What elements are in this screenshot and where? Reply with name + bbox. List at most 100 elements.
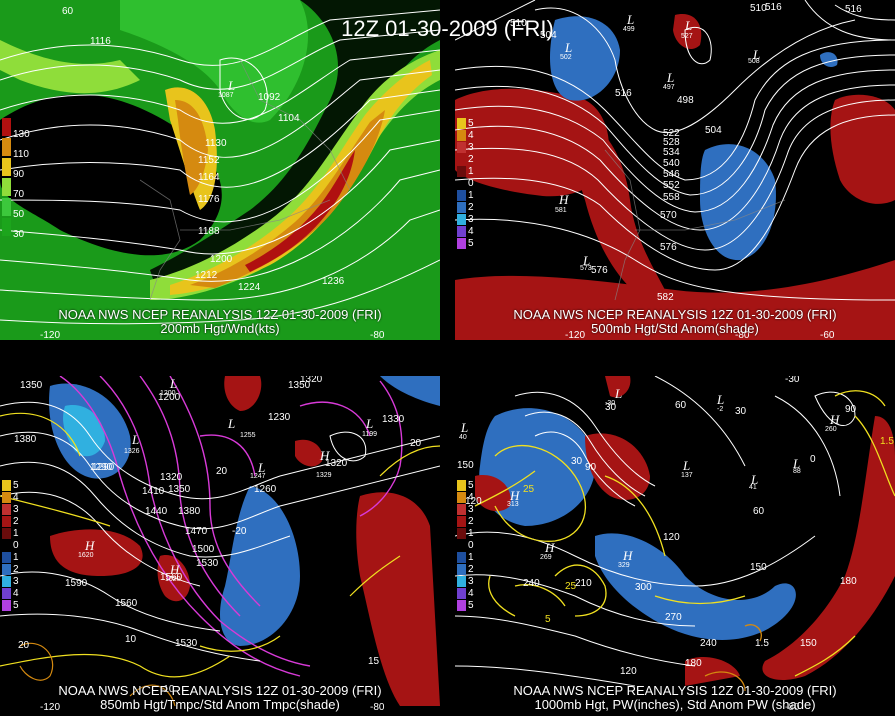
scale-label: 2 [468,202,474,213]
contour-label: 522 [663,128,680,139]
contour-label: 15 [368,656,380,667]
pressure-center: H [830,412,840,427]
axis-label: 120 [620,666,637,677]
contour-label: 504 [540,30,557,41]
axis-label: -120 [40,702,61,713]
pressure-value: 260 [825,426,837,433]
contour-label: 1560 [160,572,183,583]
contour-label: 1164 [198,172,220,183]
scale-label: 130 [13,129,30,140]
pressure-value: 527 [681,33,693,40]
contour-label: 1092 [258,92,281,103]
scale-label: 110 [13,149,29,160]
pressure-value: 313 [507,501,519,508]
scale-label: 4 [468,130,474,141]
axis-label: -80 [370,330,385,340]
scale-label: 30 [13,229,25,240]
axis-label: -120 [40,330,61,340]
scale-label: 2 [468,564,474,575]
contour-label: 90 [585,462,597,473]
pressure-center: H [559,192,569,207]
pressure-center: H [170,562,180,577]
pressure-center: L [793,456,801,471]
pressure-value: 1329 [316,472,332,479]
scale-label: 2 [13,564,19,575]
contour-label: 0 [810,454,816,465]
contour-label: 1330 [382,414,405,425]
contour-label: 516 [845,4,862,15]
contour-label: 510 [510,18,527,29]
contour-label: 25 [523,484,535,495]
contour-label: 576 [660,242,677,253]
contour-label: 150 [800,638,817,649]
pressure-center: L [667,70,675,85]
contour-label: 1410 [142,486,165,497]
contour-label: 1188 [198,226,220,237]
pressure-value: 499 [623,26,635,33]
scale-label: 4 [468,492,474,503]
contour-label: 1350 [20,380,43,391]
contour-label: -10 [160,684,175,695]
scale-label: 5 [468,118,474,129]
pressure-center: L [583,253,591,268]
contour-label: 1236 [322,276,345,287]
pressure-center: L [461,420,469,435]
contour-label: 90 [845,404,857,415]
scale-label: 3 [468,504,474,515]
pressure-center: L [228,416,236,431]
scale-label: 3 [468,142,474,153]
scale-label: 70 [13,189,25,200]
contour-label: 1560 [115,598,138,609]
scale-label: 5 [468,238,474,249]
scale-label: 5 [468,480,474,491]
pressure-center: L [615,386,623,401]
contour-label: 1380 [178,506,201,517]
scale-label: 2 [468,154,474,165]
scale-label: 1 [13,552,19,563]
axis-label: -80 [785,702,800,713]
contour-label: 300 [635,582,652,593]
contour-label: 1320 [160,472,183,483]
pressure-value: 88 [793,468,801,475]
contour-label: 60 [753,506,765,517]
pressure-center: L [170,376,178,391]
contour-label: 1530 [196,558,219,569]
contour-label: 1212 [195,270,218,281]
pressure-value: 573 [580,265,592,272]
scale-label: 4 [13,492,19,503]
axis-label: -80 [370,702,385,713]
axis-label: -60 [820,330,835,340]
contour-label: 582 [657,292,674,303]
contour-label: 30 [735,406,747,417]
contour-label: 576 [591,265,608,276]
contour-label: 546 [663,169,680,180]
contour-label: 120 [465,496,482,507]
contour-label: 1.5 [755,638,769,649]
pressure-value: 1087 [218,92,234,99]
pressure-center: H [623,548,633,563]
pressure-center: L [366,416,374,431]
pressure-center: H [85,538,95,553]
pressure-center: L [627,12,635,27]
contour-label: 1590 [65,578,88,589]
pressure-center: L [258,460,266,475]
contour-label: 1350 [288,380,311,391]
contour-label: 30 [605,402,617,413]
pressure-value: 1255 [240,432,256,439]
contour-label: 1130 [205,138,227,149]
pressure-center: L [683,458,691,473]
contour-label: 180 [685,658,702,669]
panel-caption: NOAA NWS NCEP REANALYSIS 12Z 01-30-2009 … [58,683,382,698]
contour-label: 1200 [210,254,233,265]
contour-label: 510 [750,3,767,14]
contour-label: 570 [660,210,677,221]
contour-label: 1116 [90,36,111,47]
pressure-value: 41 [749,484,757,491]
panel-850mb: 5 4 3 2 1 0 1 2 3 4 5 20 -120 -80 1350 1… [0,376,440,716]
pressure-center: L [132,432,140,447]
panel-1000mb: 5 4 3 2 1 0 1 2 3 4 5 120 -80 -30 30 60 … [455,376,895,716]
panel-subcaption: 1000mb Hgt, PW(inches), Std Anom PW (sha… [534,697,816,712]
contour-label: 1500 [192,544,215,555]
contour-label: 60 [675,400,687,411]
pressure-value: 1247 [250,473,266,480]
